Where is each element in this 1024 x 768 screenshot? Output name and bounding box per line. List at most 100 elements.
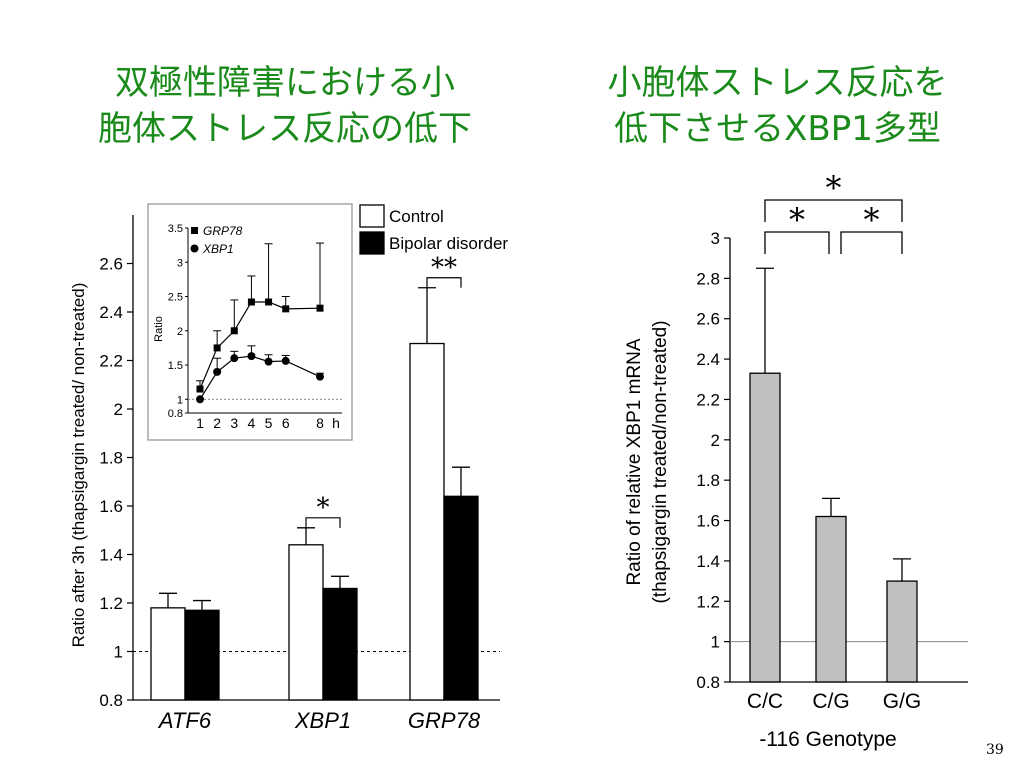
chart2-point <box>281 356 290 365</box>
chart1-y-tick-label: 1.2 <box>99 594 123 613</box>
chart1-significance-label: * <box>317 493 330 523</box>
chart3-category-label: C/C <box>747 690 783 713</box>
chart3-y-label-line2: (thapsigargin treated/non-treated) <box>650 320 671 603</box>
chart1-y-label: Ratio after 3h (thapsigargin treated/ no… <box>69 283 88 648</box>
chart1-y-tick-label: 1.4 <box>99 546 123 565</box>
chart2-point <box>316 372 324 381</box>
chart1-y-tick-label: 1.8 <box>99 449 123 468</box>
chart2-legend-marker <box>190 244 199 253</box>
left-title-line-1: 双極性障害における小 <box>115 63 455 103</box>
chart3-y-tick-label: 1.2 <box>696 592 720 611</box>
chart1-category-label: GRP78 <box>408 708 481 733</box>
chart2-y-label: Ratio <box>153 316 165 342</box>
chart3-significance-bracket <box>764 231 830 254</box>
chart3-y-tick-label: 1.6 <box>696 512 720 531</box>
chart2-x-tick-label: 5 <box>265 415 273 431</box>
chart2-x-tick-label: 8 <box>316 415 324 431</box>
chart2-point <box>230 327 238 335</box>
chart1-y-tick-label: 2 <box>114 400 123 419</box>
chart2-legend-marker <box>191 227 198 234</box>
chart1-legend-label: Control <box>389 207 444 226</box>
chart2-point <box>196 385 204 393</box>
right-title-line-2: 低下させるXBP1多型 <box>614 109 941 149</box>
chart2-y-tick-label: 1 <box>177 394 183 406</box>
chart3-y-tick-label: 1.8 <box>696 471 720 490</box>
chart2-legend-label: GRP78 <box>203 224 243 238</box>
chart3-category-label: G/G <box>883 690 922 713</box>
chart2-x-tick-label: 6 <box>282 415 290 431</box>
chart1-y-tick-label: 2.6 <box>99 255 123 274</box>
chart2-point <box>230 354 239 363</box>
chart2-legend-label: XBP1 <box>202 242 234 256</box>
chart2-y-tick-label: 2 <box>177 326 183 338</box>
chart3-y-label-line1: Ratio of relative XBP1 mRNA <box>624 338 645 585</box>
chart1-legend-swatch <box>359 204 385 228</box>
chart2-y-tick-label: 3 <box>177 257 183 269</box>
left-title-line-2: 胞体ストレス反応の低下 <box>98 109 472 149</box>
chart2-point <box>247 352 256 361</box>
chart3-significance-bracket <box>840 231 903 254</box>
chart3-bar <box>749 372 781 683</box>
chart1-bar <box>288 544 324 701</box>
left-title: 双極性障害における小 胞体ストレス反応の低下 <box>40 60 530 152</box>
chart3-significance-bracket <box>764 199 903 222</box>
chart3-y-tick-label: 2.2 <box>696 390 720 409</box>
chart3-category-label: C/G <box>812 690 849 713</box>
chart2-y-tick-label: 3.5 <box>168 223 183 235</box>
chart2-x-tick-label: 4 <box>248 415 256 431</box>
chart1-y-tick-label: 1 <box>114 643 123 662</box>
chart2-point <box>213 344 221 352</box>
chart1-bar <box>184 609 220 701</box>
chart3-y-tick-label: 2 <box>711 431 720 450</box>
chart2-x-tick-label: 3 <box>230 415 238 431</box>
chart2-y-tick-label: 1.5 <box>168 360 183 372</box>
chart3-y-tick-label: 2.4 <box>696 350 720 369</box>
chart3-y-tick-label: 2.8 <box>696 269 720 288</box>
chart2-y-tick-label: 0.8 <box>168 408 183 420</box>
chart1-significance-label: ** <box>431 253 457 283</box>
chart2-point <box>282 305 290 313</box>
chart1-y-tick-label: 2.2 <box>99 352 123 371</box>
chart3-y-tick-label: 3 <box>711 229 720 248</box>
chart3-significance-label: * <box>789 201 805 239</box>
chart2-x-tick-label: 1 <box>196 415 204 431</box>
chart1-legend-swatch <box>359 231 385 255</box>
chart3-group: 0.8 1 1.2 1.4 1.6 1.8 2 2.2 2.4 2.6 2.8 3 Ratio of r… <box>624 169 968 751</box>
chart3-bar <box>815 515 847 683</box>
chart1-category-label: ATF6 <box>157 708 212 733</box>
chart1-legend-label: Bipolar disorder <box>389 234 508 253</box>
chart3-significance-label: * <box>864 201 880 239</box>
chart3-x-label: -116 Genotype <box>759 728 896 751</box>
page-number: 39 <box>986 742 1004 758</box>
chart2-point <box>196 395 204 404</box>
chart3-y-tick-label: 1.4 <box>696 552 720 571</box>
chart1-bar <box>150 607 186 701</box>
chart1-bar <box>322 587 358 701</box>
chart1-y-tick-label: 0.8 <box>99 691 123 710</box>
chart1-bar <box>409 342 445 701</box>
chart3-significance-label: * <box>826 169 842 207</box>
right-title-line-1: 小胞体ストレス反応を <box>607 63 948 103</box>
chart2-y-tick-label: 2.5 <box>168 292 183 304</box>
chart1-significance-bracket <box>305 517 341 528</box>
chart1-y-tick-label: 1.6 <box>99 497 123 516</box>
chart2-point <box>316 304 324 312</box>
chart3-y-tick-label: 1 <box>711 633 720 652</box>
chart3-bar <box>886 580 918 683</box>
chart1-group: 0.8 1 1.2 1.4 1.6 1.8 2 2.2 2.4 2.6 Ratio after 3h… <box>69 204 508 733</box>
chart1-category-label: XBP1 <box>294 708 351 733</box>
chart2-point <box>265 298 273 306</box>
chart3-y-tick-label: 2.6 <box>696 310 720 329</box>
chart2-point <box>247 298 255 306</box>
chart2-point <box>213 367 222 376</box>
chart1-y-tick-label: 2.4 <box>99 303 123 322</box>
chart2-x-tick-label: 2 <box>213 415 221 431</box>
chart1-bar <box>443 495 479 701</box>
chart2-point <box>264 357 273 366</box>
right-title: 小胞体ストレス反応を 低下させるXBP1多型 <box>555 60 1000 152</box>
chart1-significance-bracket <box>426 277 462 288</box>
chart3-y-tick-label: 0.8 <box>696 673 720 692</box>
chart2-x-unit-label: h <box>332 415 340 431</box>
